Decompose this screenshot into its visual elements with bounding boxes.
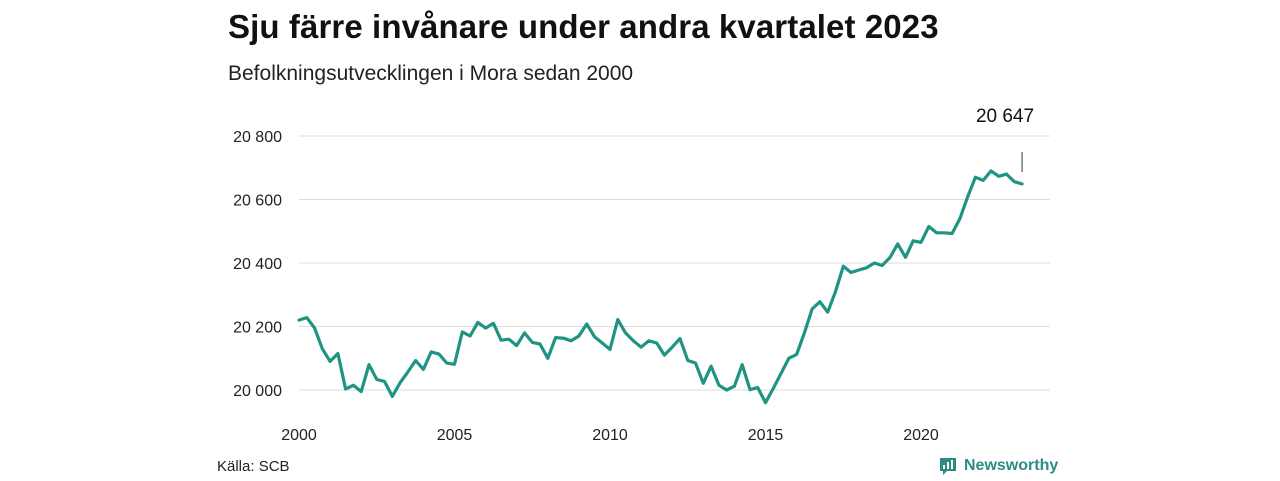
series-line [297, 169, 1024, 405]
x-tick-label: 2010 [592, 427, 628, 444]
y-tick-label: 20 600 [233, 193, 282, 210]
brand-label: Newsworthy [964, 457, 1059, 474]
x-tick-label: 2015 [748, 427, 784, 444]
chart-subtitle: Befolkningsutvecklingen i Mora sedan 200… [228, 62, 634, 85]
chart-title: Sju färre invånare under andra kvartalet… [228, 8, 939, 45]
y-tick-label: 20 800 [233, 129, 282, 146]
brand-logo[interactable]: Newsworthy [938, 456, 1058, 476]
y-tick-label: 20 000 [233, 383, 282, 400]
x-tick-label: 2020 [903, 427, 939, 444]
x-tick-label: 2000 [281, 427, 317, 444]
source-note: Källa: SCB [217, 458, 290, 475]
x-tick-label: 2005 [437, 427, 473, 444]
y-tick-label: 20 400 [233, 256, 282, 273]
newsworthy-logo-icon [938, 456, 958, 476]
y-tick-label: 20 200 [233, 320, 282, 337]
last-value-label: 20 647 [976, 106, 1034, 127]
